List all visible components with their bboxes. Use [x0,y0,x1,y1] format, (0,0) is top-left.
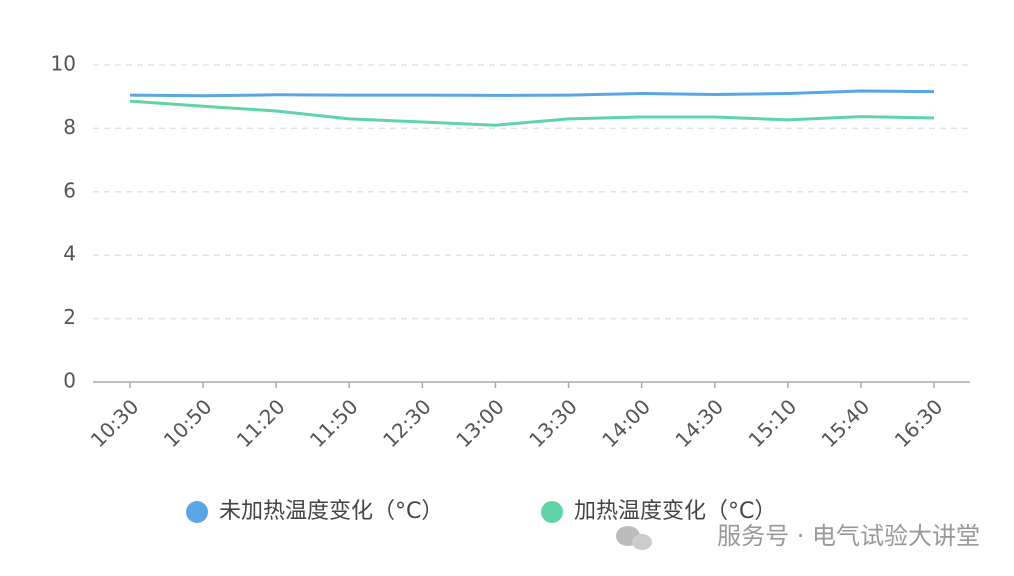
x-tick-label: 13:00 [451,394,509,452]
x-tick-label: 11:50 [305,394,363,452]
watermark: 服务号 · 电气试验大讲堂 [616,522,980,550]
watermark-icon [632,534,652,550]
series-line [129,89,935,98]
watermark-text: 服务号 · 电气试验大讲堂 [717,522,980,550]
x-tick-label: 14:00 [597,394,655,452]
x-tick-label: 13:30 [524,394,582,452]
series-line [129,99,935,127]
x-tick-label: 10:50 [159,394,217,452]
x-tick-label: 10:30 [86,394,144,452]
x-tick-label: 16:30 [890,394,948,452]
y-tick-label: 6 [63,178,76,202]
x-tick-label: 15:10 [744,394,802,452]
y-tick-label: 0 [63,369,76,393]
y-tick-label: 10 [51,52,76,76]
x-tick-label: 11:20 [232,394,290,452]
y-tick-label: 2 [63,305,76,329]
legend-marker [541,501,563,523]
x-tick-label: 12:30 [378,394,436,452]
legend-marker [186,501,208,523]
y-tick-label: 8 [63,115,76,139]
y-tick-label: 4 [63,242,76,266]
legend-label: 未加热温度变化（°C） [219,499,443,524]
legend-label: 加热温度变化（°C） [574,499,776,524]
x-tick-label: 14:30 [670,394,728,452]
x-tick-label: 15:40 [817,394,875,452]
